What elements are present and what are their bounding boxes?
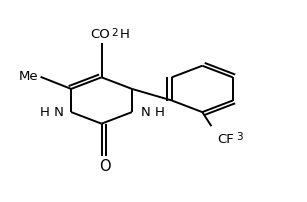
Text: H N: H N	[40, 105, 64, 118]
Text: H: H	[119, 28, 130, 41]
Text: N H: N H	[141, 105, 165, 118]
Text: 3: 3	[237, 132, 243, 142]
Text: CO: CO	[90, 28, 110, 41]
Text: 2: 2	[111, 28, 118, 38]
Text: CF: CF	[218, 132, 235, 145]
Text: Me: Me	[19, 70, 39, 83]
Text: O: O	[99, 158, 111, 173]
